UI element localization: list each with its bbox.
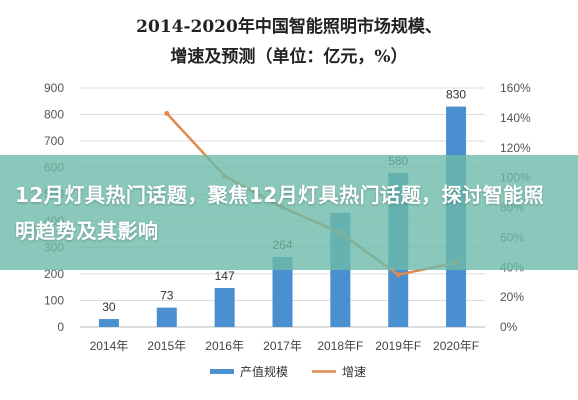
y-left-tick-label: 900 (44, 81, 64, 95)
legend-bar-label: 产值规模 (240, 364, 288, 379)
growth-point (395, 272, 401, 278)
legend-bar-swatch (210, 369, 234, 374)
headline-text[interactable]: 12月灯具热门话题，聚焦12月灯具热门话题，探讨智能照明趋势及其影响 (15, 182, 545, 243)
chart-title-line2: 增速及预测（单位：亿元，%） (170, 47, 408, 67)
bar-value-label: 147 (215, 269, 235, 283)
y-left-tick-label: 100 (44, 293, 64, 307)
y-left-tick-label: 700 (44, 134, 64, 148)
y-right-tick-label: 140% (500, 111, 531, 125)
y-right-tick-label: 20% (500, 290, 524, 304)
growth-point (164, 110, 170, 116)
chart-title-line1: 2014-2020年中国智能照明市场规模、 (136, 17, 442, 37)
chart-title: 2014-2020年中国智能照明市场规模、 增速及预测（单位：亿元，%） (0, 12, 578, 72)
y-right-tick-label: 160% (500, 81, 531, 95)
y-right-tick-label: 0% (500, 320, 518, 334)
bar (214, 287, 235, 327)
x-tick-label: 2019年F (375, 339, 421, 353)
legend-line-label: 增速 (342, 365, 366, 379)
x-tick-label: 2016年 (205, 339, 244, 353)
bar-value-label: 73 (160, 289, 174, 303)
x-tick-label: 2018年F (317, 339, 363, 353)
bar (156, 307, 177, 327)
headline-banner[interactable]: 12月灯具热门话题，聚焦12月灯具热门话题，探讨智能照明趋势及其影响 (0, 155, 578, 270)
x-tick-label: 2017年 (263, 339, 302, 353)
bar-value-label: 30 (102, 300, 116, 314)
bar (98, 319, 119, 327)
x-tick-label: 2020年F (433, 339, 479, 353)
y-left-tick-label: 0 (57, 320, 64, 334)
bar (272, 256, 293, 327)
bar-value-label: 830 (446, 88, 466, 102)
y-right-tick-label: 120% (500, 141, 531, 155)
x-tick-label: 2014年 (90, 339, 129, 353)
x-tick-label: 2015年 (147, 339, 186, 353)
y-left-tick-label: 200 (44, 267, 64, 281)
y-left-tick-label: 800 (44, 108, 64, 122)
